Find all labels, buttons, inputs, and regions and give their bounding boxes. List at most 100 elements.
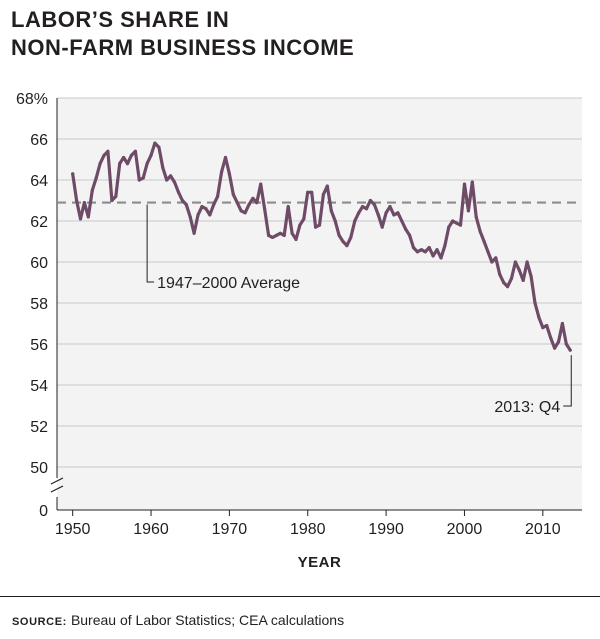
data-point xyxy=(282,233,286,237)
x-tick-label: 1950 xyxy=(55,521,91,538)
data-point xyxy=(196,213,200,217)
x-tick-label: 1970 xyxy=(212,521,248,538)
x-tick-label: 2000 xyxy=(447,521,483,538)
x-tick-label: 2010 xyxy=(525,521,561,538)
data-point xyxy=(176,190,181,194)
data-point xyxy=(86,215,90,219)
data-point xyxy=(94,176,98,180)
endpoint-leader xyxy=(563,355,572,407)
series-group xyxy=(71,141,572,352)
y-tick-label: 56 xyxy=(30,337,48,354)
data-point xyxy=(192,231,196,235)
y-tick-label: 66 xyxy=(30,132,48,149)
annotation-group: 2013: Q4 xyxy=(494,355,572,416)
data-point xyxy=(239,209,243,213)
data-point xyxy=(141,176,145,180)
data-point xyxy=(525,260,529,264)
y-tick-label: 64 xyxy=(30,173,48,190)
data-point xyxy=(470,180,474,184)
data-point xyxy=(494,256,498,260)
data-point xyxy=(259,182,263,186)
data-point xyxy=(427,246,431,250)
data-point xyxy=(388,205,392,209)
y-tick-label: 0 xyxy=(39,503,48,520)
source-label: SOURCE: xyxy=(12,616,67,628)
data-point xyxy=(188,215,192,219)
data-point xyxy=(298,223,302,227)
data-point xyxy=(235,201,239,205)
data-point xyxy=(165,178,169,182)
x-tick-label: 1960 xyxy=(133,521,169,538)
data-point xyxy=(423,250,427,254)
data-point xyxy=(122,155,126,160)
data-point xyxy=(345,244,349,248)
data-point xyxy=(411,246,416,250)
data-point xyxy=(317,223,322,227)
data-point xyxy=(478,229,482,233)
data-point xyxy=(267,233,271,237)
x-axis: 1950 1960 1970 1980 1990 2000 2010 YEAR xyxy=(55,509,582,571)
data-point xyxy=(294,237,298,241)
data-point xyxy=(529,274,533,278)
data-point xyxy=(145,162,149,166)
y-tick-label: 58 xyxy=(30,296,48,313)
data-point xyxy=(349,235,353,239)
data-point xyxy=(255,201,259,205)
source-divider xyxy=(0,596,600,597)
average-label-leader xyxy=(146,204,155,283)
data-point xyxy=(278,231,282,235)
data-point xyxy=(310,190,314,194)
data-point xyxy=(325,184,329,188)
data-point xyxy=(106,149,110,153)
data-point xyxy=(208,213,212,217)
data-point xyxy=(509,276,514,280)
data-point xyxy=(506,285,510,289)
data-point xyxy=(98,162,102,166)
y-axis: 68% 66 64 62 60 58 56 54 52 50 0 xyxy=(16,91,64,520)
data-point xyxy=(157,145,161,149)
data-point xyxy=(556,340,561,344)
data-point xyxy=(129,153,133,157)
data-point xyxy=(172,180,177,184)
data-point xyxy=(75,198,79,203)
source-note: SOURCE: Bureau of Labor Statistics; CEA c… xyxy=(12,612,344,628)
average-label: 1947–2000 Average xyxy=(157,275,300,292)
x-tick-label: 1990 xyxy=(368,521,404,538)
data-point xyxy=(364,207,369,211)
data-point xyxy=(368,198,372,203)
data-point xyxy=(333,219,337,223)
data-point xyxy=(474,215,478,219)
data-point xyxy=(306,190,310,194)
data-point xyxy=(263,207,267,211)
data-point xyxy=(549,336,553,340)
data-point xyxy=(415,250,419,254)
data-point xyxy=(521,278,525,282)
data-point xyxy=(568,348,572,352)
data-point xyxy=(247,203,251,207)
data-point xyxy=(490,260,494,264)
data-point xyxy=(380,225,384,229)
data-point xyxy=(286,205,290,209)
y-tick-label: 60 xyxy=(30,255,48,272)
source-text: Bureau of Labor Statistics; CEA calculat… xyxy=(70,612,345,628)
data-point xyxy=(435,248,439,252)
chart-title: LABOR’S SHARE IN NON-FARM BUSINESS INCOM… xyxy=(11,6,354,62)
data-point xyxy=(314,225,318,229)
data-point xyxy=(498,272,502,276)
reference-line-group: 1947–2000 Average xyxy=(57,201,582,292)
data-point xyxy=(251,196,255,200)
data-point xyxy=(545,324,549,328)
data-point xyxy=(71,172,75,176)
y-tick-label: 50 xyxy=(30,460,48,477)
chart-title-line-2: NON-FARM BUSINESS INCOME xyxy=(11,35,355,60)
data-point xyxy=(451,219,455,223)
data-point xyxy=(353,219,357,223)
y-tick-label: 68% xyxy=(16,91,48,108)
data-point xyxy=(216,194,220,198)
y-tick-label: 52 xyxy=(30,419,48,436)
data-point xyxy=(180,198,184,203)
data-point xyxy=(114,194,118,198)
data-point xyxy=(396,211,400,215)
data-point xyxy=(274,233,278,237)
